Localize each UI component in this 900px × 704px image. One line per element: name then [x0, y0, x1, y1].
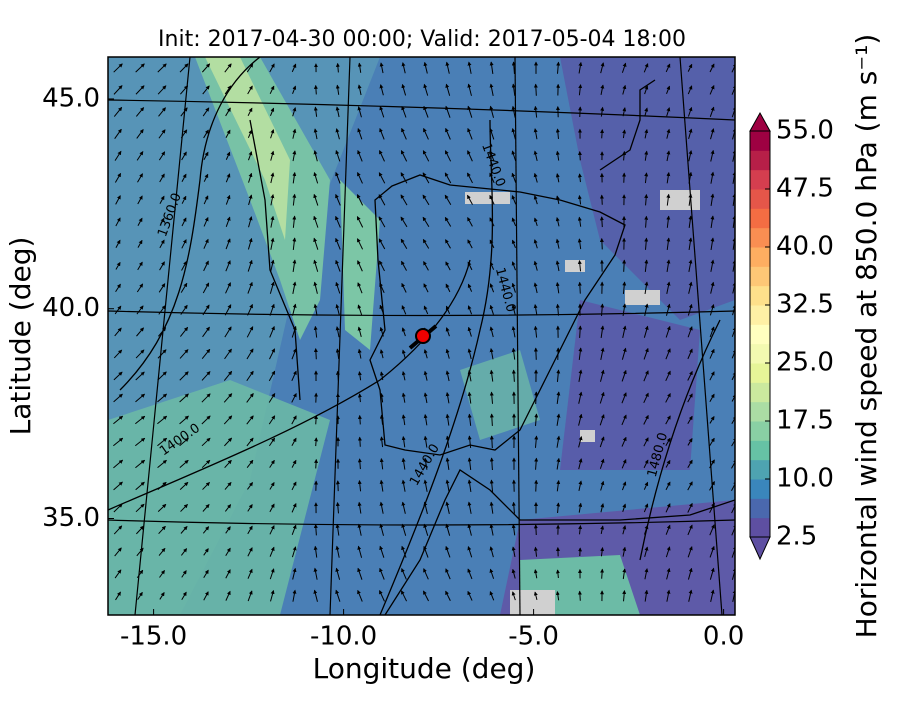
- colorbar: 2.5 10.0 17.5 25.0 32.5 40.0 47.5 55.0: [750, 113, 834, 559]
- wind-arrow: [360, 416, 361, 425]
- wind-arrow: [316, 349, 317, 360]
- colorbar-segment: [750, 150, 770, 170]
- wind-arrow: [536, 348, 537, 360]
- colorbar-segment: [750, 518, 770, 538]
- colorbar-extend-bottom: [750, 537, 770, 559]
- colorbar-segment: [750, 170, 770, 190]
- wind-arrow: [580, 152, 581, 161]
- colorbar-tick-label: 40.0: [776, 232, 834, 262]
- colorbar-segment: [750, 402, 770, 422]
- colorbar-tick-label: 10.0: [776, 464, 834, 494]
- wind-arrow: [316, 416, 317, 425]
- chart-title: Init: 2017-04-30 00:00; Valid: 2017-05-0…: [158, 27, 686, 52]
- colorbar-segment: [750, 247, 770, 267]
- y-axis-label: Latitude (deg): [4, 237, 37, 436]
- colorbar-tick-label: 25.0: [776, 348, 834, 378]
- wind-arrow: [602, 130, 603, 139]
- wind-arrow: [536, 84, 537, 95]
- colorbar-segment: [750, 460, 770, 480]
- wind-arrow: [602, 217, 603, 227]
- colorbar-segment: [750, 479, 770, 499]
- wind-arrow: [580, 282, 581, 293]
- colorbar-tick-label: 47.5: [776, 174, 834, 204]
- wind-arrow: [316, 438, 317, 446]
- colorbar-segment: [750, 498, 770, 518]
- colorbar-tick-label: 55.0: [776, 116, 834, 146]
- colorbar-segment: [750, 305, 770, 325]
- wind-arrow: [602, 195, 603, 205]
- colorbar-segment: [750, 228, 770, 248]
- colorbar-segment: [750, 189, 770, 209]
- wind-arrow: [316, 460, 317, 469]
- y-tick-label: 40.0: [42, 293, 100, 323]
- colorbar-segment: [750, 344, 770, 364]
- colorbar-tick-label: 32.5: [776, 290, 834, 320]
- wind-arrow: [316, 86, 317, 95]
- colorbar-tick-label: 2.5: [776, 522, 817, 552]
- wind-arrow: [624, 260, 625, 272]
- colorbar-segment: [750, 382, 770, 402]
- colorbar-segment: [750, 266, 770, 286]
- x-tick-label: 0.0: [703, 622, 744, 652]
- y-tick-label: 35.0: [42, 503, 100, 533]
- colorbar-tick-label: 17.5: [776, 406, 834, 436]
- colorbar-segment: [750, 363, 770, 383]
- colorbar-segment: [750, 286, 770, 306]
- wind-arrow: [492, 436, 493, 448]
- wind-arrow: [580, 591, 581, 600]
- wind-arrow: [580, 107, 581, 117]
- colorbar-segment: [750, 421, 770, 441]
- colorbar-segment: [750, 440, 770, 460]
- x-tick-label: -10.0: [310, 622, 377, 652]
- wind-arrow: [536, 525, 537, 535]
- colorbar-extend-top: [750, 113, 770, 131]
- wind-arrow: [536, 480, 537, 491]
- colorbar-segment: [750, 324, 770, 344]
- x-tick-label: -15.0: [120, 622, 187, 652]
- wind-arrow: [536, 392, 537, 404]
- wind-arrow: [602, 569, 603, 578]
- colorbar-label: Horizontal wind speed at 850.0 hPa (m s⁻…: [850, 34, 883, 639]
- wind-arrow: [360, 437, 361, 447]
- y-tick-label: 45.0: [42, 83, 100, 113]
- colorbar-segment: [750, 131, 770, 151]
- map-field: [108, 57, 737, 615]
- colorbar-segment: [750, 208, 770, 228]
- x-tick-label: -5.0: [508, 622, 559, 652]
- wind-arrow: [602, 239, 603, 250]
- x-axis-label: Longitude (deg): [313, 652, 536, 685]
